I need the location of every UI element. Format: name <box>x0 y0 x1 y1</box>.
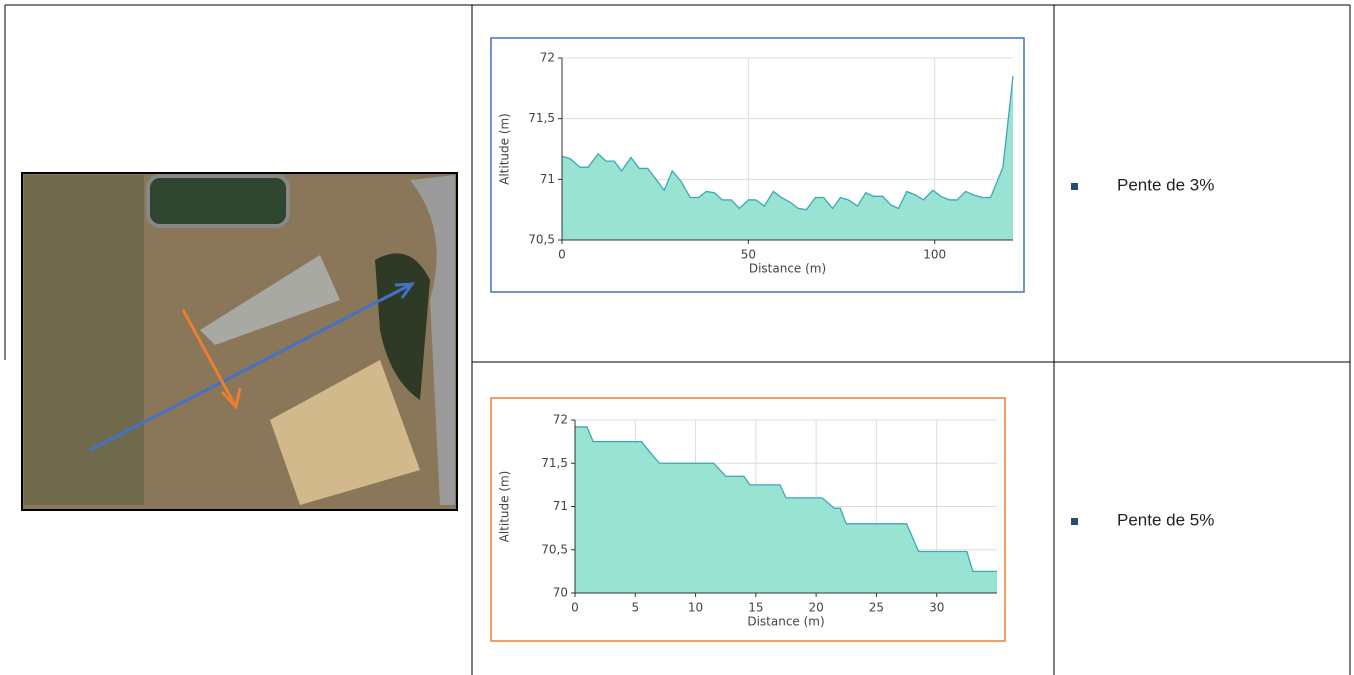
y-axis-label: Altitude (m) <box>498 113 512 185</box>
bullet <box>1071 518 1078 525</box>
page: Pente de 3% Pente de 5% 70,57171,5720501… <box>0 0 1354 675</box>
y-tick-label: 70,5 <box>541 542 568 556</box>
x-tick-label: 0 <box>558 248 566 262</box>
x-tick-label: 25 <box>869 601 884 615</box>
x-tick-label: 20 <box>809 601 824 615</box>
note: Pente de 3% <box>1117 175 1214 194</box>
y-tick-label: 70 <box>553 586 568 600</box>
y-tick-label: 72 <box>540 51 555 65</box>
x-tick-label: 10 <box>688 601 703 615</box>
note: Pente de 5% <box>1117 510 1214 529</box>
x-axis-label: Distance (m) <box>747 615 824 629</box>
bullet <box>1071 183 1078 190</box>
aerial-photo <box>22 173 457 510</box>
y-tick-label: 70,5 <box>528 233 555 247</box>
x-tick-label: 15 <box>748 601 763 615</box>
x-tick-label: 30 <box>929 601 944 615</box>
y-tick-label: 71,5 <box>541 456 568 470</box>
x-axis-label: Distance (m) <box>749 262 826 276</box>
x-tick-label: 0 <box>571 601 579 615</box>
y-tick-label: 72 <box>553 413 568 427</box>
x-tick-label: 5 <box>631 601 639 615</box>
y-tick-label: 71 <box>553 499 568 513</box>
x-tick-label: 50 <box>741 248 756 262</box>
y-tick-label: 71 <box>540 172 555 186</box>
y-tick-label: 71,5 <box>528 111 555 125</box>
x-tick-label: 100 <box>923 248 946 262</box>
y-axis-label: Altitude (m) <box>498 471 512 543</box>
